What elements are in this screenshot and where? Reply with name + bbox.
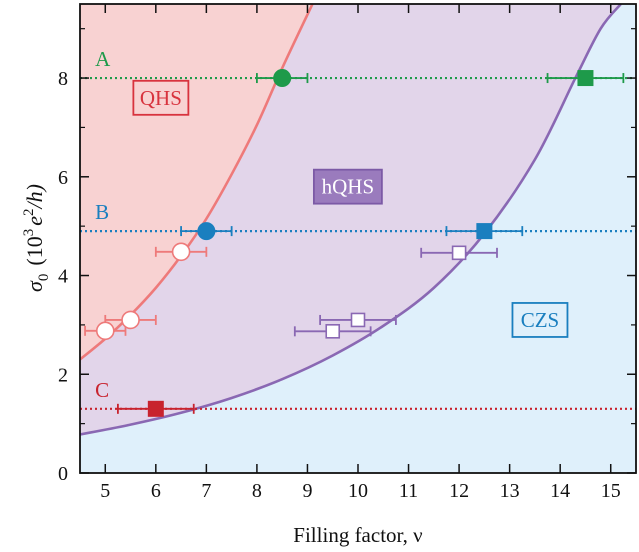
x-tick-label: 9 (302, 480, 312, 502)
y-axis-label: σ0(103e2/h) (21, 184, 52, 292)
x-tick-label: 14 (550, 480, 570, 502)
region-label-box (312, 168, 383, 205)
data-point-circle (197, 222, 216, 241)
data-point-square (325, 324, 341, 339)
region-label-box (132, 79, 190, 116)
reference-line-label: A (95, 47, 111, 71)
x-tick-label: 11 (399, 480, 418, 502)
data-point-square (451, 245, 467, 261)
x-tick-label: 13 (500, 480, 520, 502)
data-point-circle (171, 242, 191, 262)
x-tick-label: 15 (601, 480, 621, 502)
reference-line-label: C (95, 378, 109, 402)
data-point-square (147, 400, 164, 417)
x-tick-label: 6 (151, 480, 161, 502)
x-tick-label: 10 (348, 480, 368, 502)
y-tick-label: 2 (58, 364, 68, 386)
region-label: QHS (140, 86, 182, 110)
x-axis-label: Filling factor, ν (293, 523, 422, 547)
y-tick-label: 8 (58, 68, 68, 90)
data-point-circle (95, 321, 115, 341)
region-label: CZS (521, 308, 560, 332)
data-point-square (577, 70, 594, 87)
x-tick-label: 12 (449, 480, 469, 502)
y-tick-label: 4 (58, 266, 68, 288)
x-tick-label: 5 (100, 480, 110, 502)
x-tick-label: 8 (252, 480, 262, 502)
region-label-box (511, 302, 569, 338)
region-label: hQHS (322, 175, 375, 199)
x-tick-label: 7 (201, 480, 211, 502)
reference-line-label: B (95, 200, 109, 224)
data-point-circle (273, 69, 292, 88)
y-tick-label: 0 (58, 463, 68, 485)
data-point-circle (121, 310, 140, 330)
boundary-line (80, 4, 314, 361)
data-point-square (350, 312, 366, 328)
svg-text:σ0(103e2/h): σ0(103e2/h) (21, 184, 52, 292)
y-tick-label: 6 (58, 167, 68, 189)
data-point-square (476, 223, 493, 240)
